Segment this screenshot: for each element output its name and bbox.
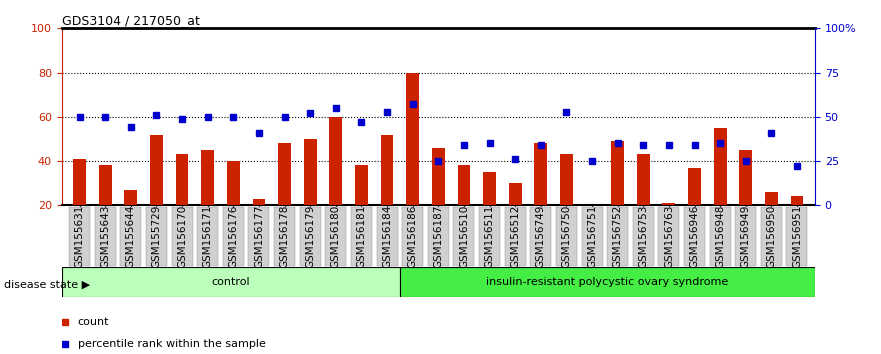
FancyBboxPatch shape: [736, 207, 756, 266]
Text: count: count: [78, 317, 109, 327]
Bar: [355, 166, 368, 205]
Bar: [124, 190, 137, 205]
FancyBboxPatch shape: [197, 207, 218, 266]
Text: GSM156511: GSM156511: [485, 205, 494, 268]
FancyBboxPatch shape: [530, 207, 552, 266]
FancyBboxPatch shape: [95, 207, 115, 266]
FancyBboxPatch shape: [581, 207, 603, 266]
Bar: [535, 143, 547, 205]
FancyBboxPatch shape: [761, 207, 781, 266]
FancyBboxPatch shape: [658, 207, 679, 266]
Bar: [483, 172, 496, 205]
Bar: [637, 154, 649, 205]
Bar: [227, 161, 240, 205]
FancyBboxPatch shape: [274, 207, 295, 266]
Bar: [278, 143, 291, 205]
Bar: [714, 128, 727, 205]
Bar: [406, 73, 419, 205]
FancyBboxPatch shape: [479, 207, 500, 266]
Bar: [739, 150, 752, 205]
FancyBboxPatch shape: [325, 207, 346, 266]
Text: GSM156170: GSM156170: [177, 205, 187, 268]
Text: GSM155631: GSM155631: [75, 205, 85, 268]
Text: GSM156946: GSM156946: [690, 205, 700, 268]
Text: GSM156749: GSM156749: [536, 205, 546, 268]
Text: GSM156180: GSM156180: [330, 205, 341, 268]
Text: GSM156948: GSM156948: [715, 205, 725, 268]
Text: GSM156512: GSM156512: [510, 205, 520, 268]
Text: GSM156510: GSM156510: [459, 205, 469, 268]
Text: GSM156752: GSM156752: [612, 205, 623, 268]
Text: insulin-resistant polycystic ovary syndrome: insulin-resistant polycystic ovary syndr…: [486, 277, 729, 287]
FancyBboxPatch shape: [402, 207, 423, 266]
Text: GSM156763: GSM156763: [664, 205, 674, 268]
Bar: [253, 199, 265, 205]
Bar: [611, 141, 624, 205]
Bar: [508, 183, 522, 205]
Text: GSM155644: GSM155644: [126, 205, 136, 268]
Text: GSM156178: GSM156178: [279, 205, 290, 268]
FancyBboxPatch shape: [146, 207, 167, 266]
Text: GSM156176: GSM156176: [228, 205, 239, 268]
Bar: [663, 203, 676, 205]
FancyBboxPatch shape: [62, 267, 400, 297]
Text: GDS3104 / 217050_at: GDS3104 / 217050_at: [62, 14, 199, 27]
Text: GSM156177: GSM156177: [254, 205, 264, 268]
Bar: [73, 159, 86, 205]
Text: percentile rank within the sample: percentile rank within the sample: [78, 339, 265, 349]
FancyBboxPatch shape: [376, 207, 397, 266]
Bar: [201, 150, 214, 205]
Bar: [457, 166, 470, 205]
Text: GSM156184: GSM156184: [382, 205, 392, 268]
FancyBboxPatch shape: [556, 207, 577, 266]
Text: GSM156181: GSM156181: [357, 205, 366, 268]
FancyBboxPatch shape: [684, 207, 705, 266]
FancyBboxPatch shape: [172, 207, 193, 266]
Bar: [329, 117, 342, 205]
FancyBboxPatch shape: [223, 207, 244, 266]
Text: GSM156750: GSM156750: [561, 205, 572, 268]
Text: GSM156949: GSM156949: [741, 205, 751, 268]
Text: disease state ▶: disease state ▶: [4, 280, 91, 290]
Bar: [560, 154, 573, 205]
Text: GSM156179: GSM156179: [305, 205, 315, 268]
FancyBboxPatch shape: [248, 207, 270, 266]
Bar: [790, 196, 803, 205]
Text: GSM156753: GSM156753: [638, 205, 648, 268]
Text: GSM155729: GSM155729: [152, 205, 161, 268]
Text: GSM156751: GSM156751: [587, 205, 597, 268]
FancyBboxPatch shape: [709, 207, 730, 266]
FancyBboxPatch shape: [300, 207, 321, 266]
FancyBboxPatch shape: [633, 207, 654, 266]
FancyBboxPatch shape: [607, 207, 628, 266]
Bar: [99, 166, 112, 205]
Bar: [765, 192, 778, 205]
Bar: [586, 205, 598, 214]
Bar: [432, 148, 445, 205]
Text: GSM156951: GSM156951: [792, 205, 802, 268]
Text: control: control: [211, 277, 250, 287]
Text: GSM156187: GSM156187: [433, 205, 443, 268]
FancyBboxPatch shape: [400, 267, 815, 297]
FancyBboxPatch shape: [787, 207, 808, 266]
Text: GSM155643: GSM155643: [100, 205, 110, 268]
Bar: [688, 168, 701, 205]
FancyBboxPatch shape: [69, 207, 90, 266]
FancyBboxPatch shape: [121, 207, 141, 266]
Text: GSM156171: GSM156171: [203, 205, 212, 268]
FancyBboxPatch shape: [505, 207, 526, 266]
Bar: [175, 154, 189, 205]
Bar: [150, 135, 163, 205]
Text: GSM156950: GSM156950: [766, 205, 776, 268]
Bar: [381, 135, 394, 205]
FancyBboxPatch shape: [351, 207, 372, 266]
Bar: [304, 139, 316, 205]
FancyBboxPatch shape: [428, 207, 448, 266]
FancyBboxPatch shape: [454, 207, 475, 266]
Text: GSM156186: GSM156186: [408, 205, 418, 268]
